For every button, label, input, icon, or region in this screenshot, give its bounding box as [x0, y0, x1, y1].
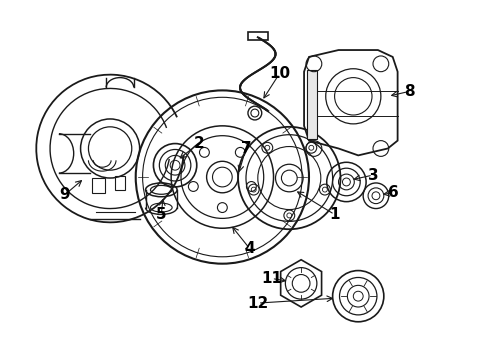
Text: 12: 12	[247, 296, 269, 311]
Text: 2: 2	[194, 136, 204, 151]
Text: 9: 9	[59, 187, 70, 202]
Text: 10: 10	[269, 66, 290, 81]
Text: 11: 11	[261, 271, 282, 286]
Text: 4: 4	[245, 242, 255, 256]
Text: 7: 7	[241, 141, 251, 156]
Text: 8: 8	[404, 84, 415, 99]
Text: 3: 3	[368, 167, 378, 183]
Text: 1: 1	[329, 207, 340, 222]
Polygon shape	[307, 70, 317, 139]
Text: 6: 6	[388, 185, 399, 200]
Text: 5: 5	[156, 207, 167, 222]
